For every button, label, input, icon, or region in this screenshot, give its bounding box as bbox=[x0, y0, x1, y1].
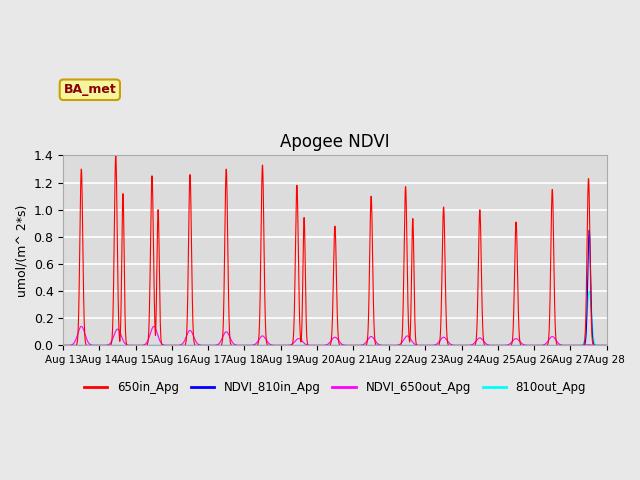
Title: Apogee NDVI: Apogee NDVI bbox=[280, 133, 390, 151]
Text: BA_met: BA_met bbox=[63, 83, 116, 96]
Legend: 650in_Apg, NDVI_810in_Apg, NDVI_650out_Apg, 810out_Apg: 650in_Apg, NDVI_810in_Apg, NDVI_650out_A… bbox=[79, 376, 591, 398]
Y-axis label: umol/(m^ 2*s): umol/(m^ 2*s) bbox=[15, 204, 28, 297]
